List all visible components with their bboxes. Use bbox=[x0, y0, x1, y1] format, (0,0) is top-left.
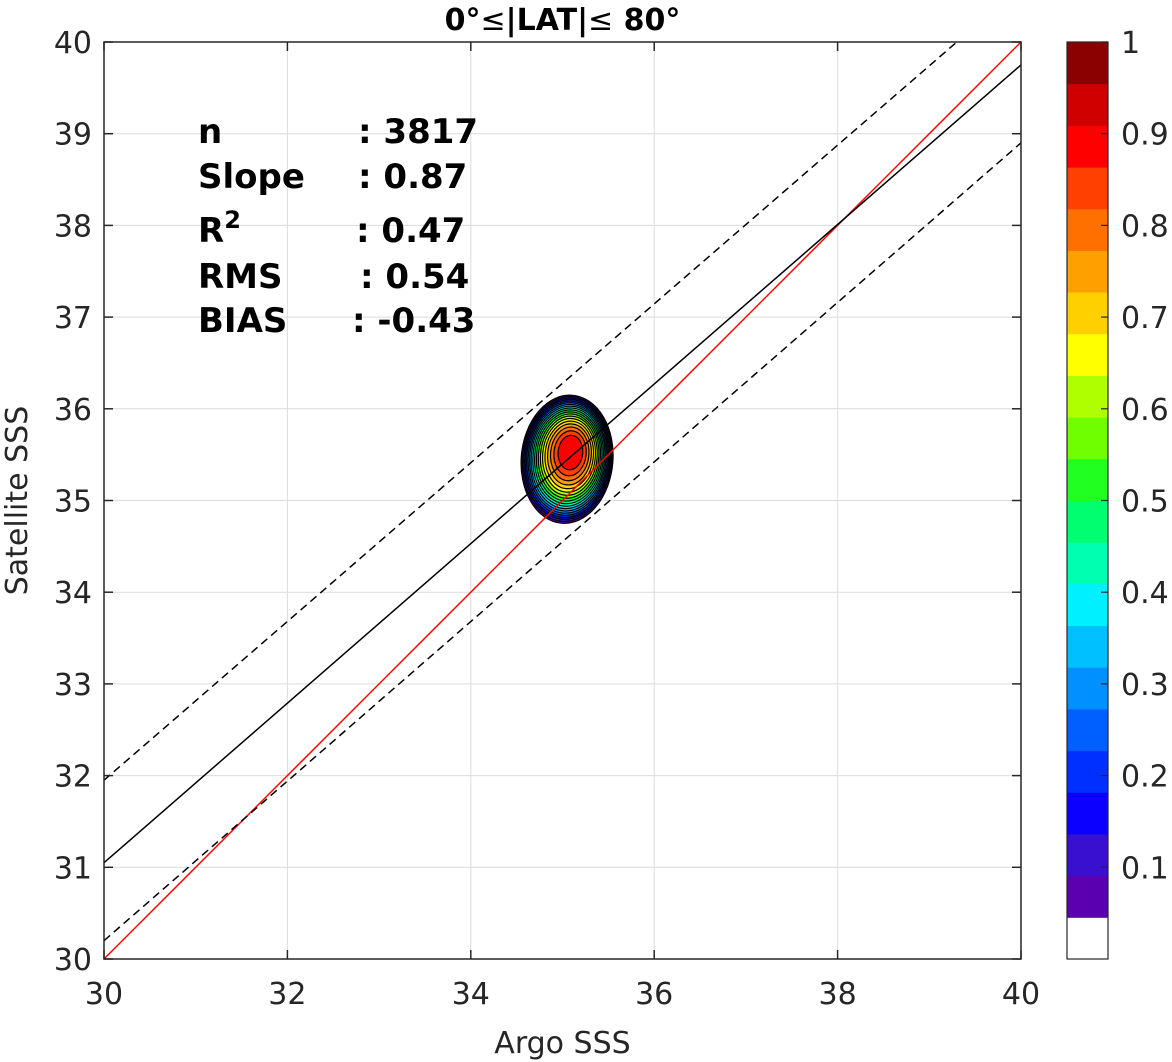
chart-title: 0°≤|LAT|≤ 80° bbox=[445, 3, 681, 38]
stat-value: : 0.54 bbox=[360, 257, 469, 297]
colorbar-segment bbox=[1067, 708, 1108, 752]
colorbar-segment bbox=[1067, 417, 1108, 460]
reference-lines bbox=[103, 41, 1022, 960]
y-tick-label: 32 bbox=[54, 760, 92, 795]
colorbar-segment bbox=[1067, 667, 1108, 710]
y-tick-label: 31 bbox=[54, 851, 92, 886]
colorbar-tick-label: 0.7 bbox=[1121, 301, 1169, 336]
colorbar-tick-label: 0.9 bbox=[1121, 118, 1169, 153]
x-tick-label: 34 bbox=[452, 977, 490, 1012]
x-tick-label: 38 bbox=[819, 977, 857, 1012]
density-contours bbox=[520, 394, 614, 524]
regression-line bbox=[103, 64, 1022, 864]
colorbar-segment bbox=[1067, 542, 1108, 585]
colorbar-segment bbox=[1067, 750, 1108, 793]
y-tick-label: 38 bbox=[54, 209, 92, 244]
colorbar-segment bbox=[1067, 42, 1108, 85]
colorbar-tick-label: 0.6 bbox=[1121, 393, 1169, 428]
stat-label: R2 bbox=[198, 206, 241, 251]
x-tick-label: 32 bbox=[268, 977, 306, 1012]
contour-level bbox=[557, 434, 584, 471]
y-tick-label: 33 bbox=[54, 668, 92, 703]
y-tick-label: 34 bbox=[54, 576, 92, 611]
title-mid: |LAT| bbox=[506, 3, 588, 38]
colorbar-segment bbox=[1067, 125, 1108, 168]
colorbar: 0.1 0.2 0.3 0.4 0.5 0.6 0.7 0.8 0.9 1 bbox=[1066, 26, 1169, 960]
colorbar-segment bbox=[1067, 833, 1108, 877]
x-tick-label: 36 bbox=[635, 977, 673, 1012]
y-tick-label: 36 bbox=[54, 393, 92, 428]
colorbar-segment bbox=[1067, 83, 1108, 126]
y-tick-label: 37 bbox=[54, 301, 92, 336]
colorbar-tick-label: 0.3 bbox=[1121, 668, 1169, 703]
y-tick-label: 35 bbox=[54, 485, 92, 520]
y-tick-label: 40 bbox=[54, 26, 92, 61]
colorbar-segment bbox=[1067, 458, 1108, 501]
colorbar-segment bbox=[1067, 500, 1108, 543]
title-prefix: 0° bbox=[445, 3, 481, 38]
title-suffix: 80° bbox=[613, 3, 680, 38]
upper-bound-line bbox=[103, 41, 958, 781]
colorbar-segment bbox=[1067, 250, 1108, 293]
y-tick-label: 39 bbox=[54, 118, 92, 153]
colorbar-tick-label: 1 bbox=[1121, 26, 1140, 61]
colorbar-tick-label: 0.8 bbox=[1121, 209, 1169, 244]
colorbar-tick-label: 0.1 bbox=[1121, 851, 1169, 886]
colorbar-segment bbox=[1067, 292, 1108, 335]
colorbar-segment bbox=[1067, 333, 1108, 376]
x-axis-label: Argo SSS bbox=[494, 1026, 630, 1061]
colorbar-tick-label: 0.5 bbox=[1121, 485, 1169, 520]
colorbar-segment bbox=[1067, 208, 1108, 251]
y-tick-label: 30 bbox=[54, 943, 92, 978]
colorbar-segment bbox=[1067, 917, 1108, 960]
one-to-one-line bbox=[103, 41, 1022, 960]
stat-label: RMS bbox=[198, 257, 283, 297]
colorbar-tick-label: 0.4 bbox=[1121, 576, 1169, 611]
colorbar-segment bbox=[1067, 792, 1108, 835]
y-axis-label: Satellite SSS bbox=[0, 406, 35, 596]
stat-label: n bbox=[198, 112, 222, 152]
colorbar-tick-label: 0.2 bbox=[1121, 760, 1169, 795]
stat-label: BIAS bbox=[198, 301, 287, 341]
stat-value: : 0.87 bbox=[358, 157, 467, 197]
colorbar-segment bbox=[1067, 625, 1108, 668]
colorbar-segment bbox=[1067, 167, 1108, 210]
colorbar-segment bbox=[1067, 875, 1108, 918]
stat-label: Slope bbox=[198, 157, 305, 197]
stats-block: n : 3817 Slope : 0.87 R2 : 0.47 RMS : 0.54 BIAS:… bbox=[198, 112, 478, 341]
stat-value: : -0.43 bbox=[352, 301, 475, 341]
stat-value: : 3817 bbox=[358, 112, 478, 152]
lower-bound-line bbox=[103, 142, 1022, 942]
stat-value: : 0.47 bbox=[356, 211, 465, 251]
axis-ticks: 30 32 34 36 38 40 30 31 32 33 34 35 36 37 38 39 40 bbox=[54, 26, 1040, 1012]
x-tick-label: 40 bbox=[1002, 977, 1040, 1012]
x-tick-label: 30 bbox=[85, 977, 123, 1012]
colorbar-segment bbox=[1067, 583, 1108, 627]
colorbar-segment bbox=[1067, 375, 1108, 418]
